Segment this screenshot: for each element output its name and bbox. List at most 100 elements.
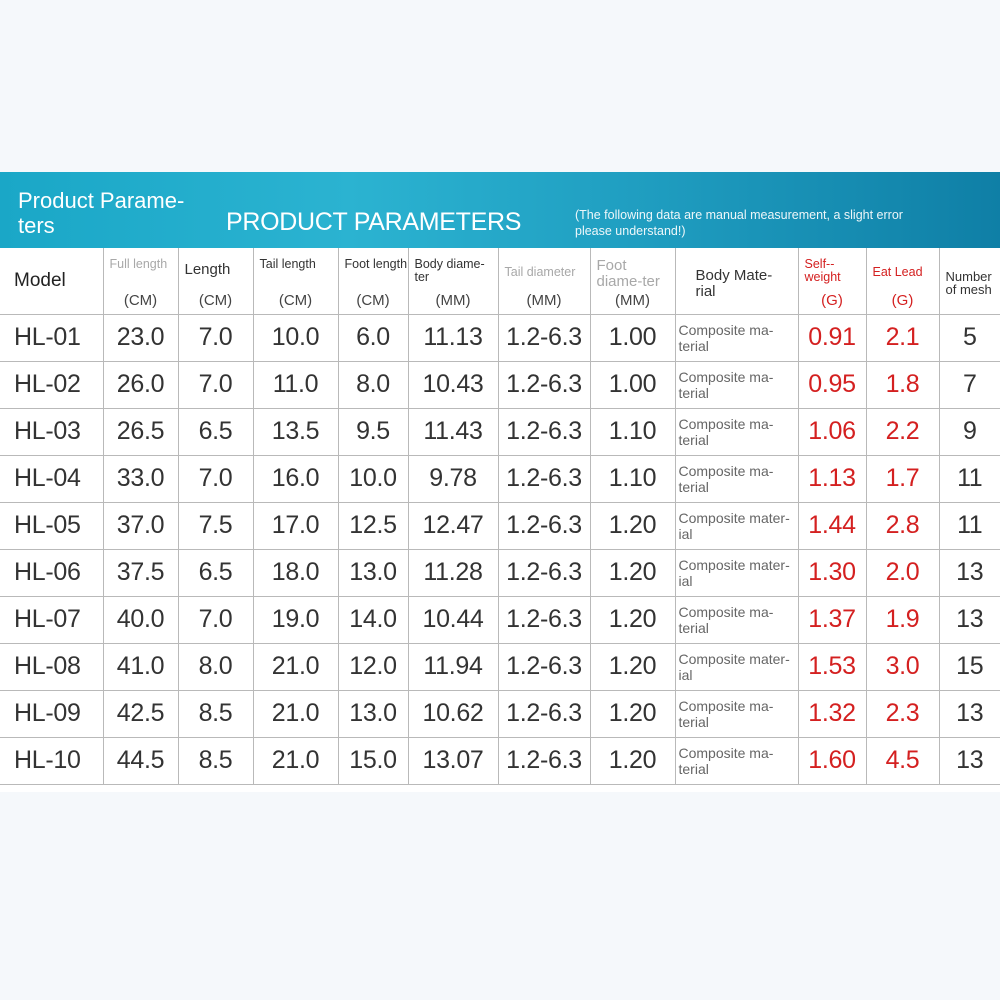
cell-foot-diameter: 1.20 (590, 690, 676, 738)
table-row: HL-05 37.0 7.5 17.0 12.5 12.47 1.2-6.3 1.20 Comp… (0, 502, 1000, 550)
header-full-length: Full length (CM) (103, 248, 179, 315)
cell-body-diameter: 11.13 (408, 314, 499, 362)
header-unit: (CM) (356, 291, 390, 309)
cell-tail-length: 21.0 (253, 737, 339, 785)
cell-length: 6.5 (178, 408, 254, 456)
cell-self-weight: 1.30 (798, 549, 867, 597)
cell-tail-length: 19.0 (253, 596, 339, 644)
cell-foot-length: 12.0 (338, 643, 409, 691)
cell-tail-length: 18.0 (253, 549, 339, 597)
header-body-diameter: Body diame-ter (MM) (408, 248, 499, 315)
cell-foot-length: 13.0 (338, 549, 409, 597)
header-label: Self--weight (804, 257, 841, 284)
cell-tail-length: 21.0 (253, 690, 339, 738)
cell-full-length: 37.0 (103, 502, 179, 550)
cell-tail-length: 13.5 (253, 408, 339, 456)
cell-self-weight: 1.60 (798, 737, 867, 785)
header-tail-length: Tail length (CM) (253, 248, 339, 315)
header-length: Length (CM) (178, 248, 254, 315)
cell-foot-diameter: 1.00 (590, 314, 676, 362)
table-row: HL-08 41.0 8.0 21.0 12.0 11.94 1.2-6.3 1.20 Comp… (0, 643, 1000, 691)
cell-length: 8.5 (178, 690, 254, 738)
cell-body-material: Composite mater-ial (675, 502, 799, 550)
cell-tail-diameter: 1.2-6.3 (498, 502, 591, 550)
table-row: HL-01 23.0 7.0 10.0 6.0 11.13 1.2-6.3 1.00 Compo… (0, 314, 1000, 362)
header-label: Number of mesh (945, 269, 992, 297)
cell-foot-diameter: 1.20 (590, 737, 676, 785)
cell-body-diameter: 10.43 (408, 361, 499, 409)
header-label: Body Mate-rial (695, 267, 773, 300)
cell-tail-diameter: 1.2-6.3 (498, 549, 591, 597)
cell-body-diameter: 10.44 (408, 596, 499, 644)
banner-title-line1: Product Parame- (18, 188, 185, 213)
cell-body-material: Composite mater-ial (675, 549, 799, 597)
cell-tail-length: 10.0 (253, 314, 339, 362)
cell-number-of-mesh: 15 (939, 643, 1000, 691)
cell-foot-diameter: 1.20 (590, 643, 676, 691)
banner-note-line2: please understand!) (575, 224, 686, 238)
cell-length: 6.5 (178, 549, 254, 597)
cell-full-length: 42.5 (103, 690, 179, 738)
cell-body-diameter: 11.43 (408, 408, 499, 456)
cell-full-length: 41.0 (103, 643, 179, 691)
header-label: Tail length (259, 257, 316, 271)
cell-eat-lead: 2.0 (866, 549, 940, 597)
cell-model: HL-08 (0, 643, 104, 691)
cell-eat-lead: 3.0 (866, 643, 940, 691)
cell-length: 8.5 (178, 737, 254, 785)
cell-number-of-mesh: 13 (939, 596, 1000, 644)
cell-foot-diameter: 1.10 (590, 455, 676, 503)
cell-tail-diameter: 1.2-6.3 (498, 314, 591, 362)
header-row: Model Full length (CM) Length (CM) Tail … (0, 248, 1000, 315)
cell-model: HL-01 (0, 314, 104, 362)
cell-tail-length: 16.0 (253, 455, 339, 503)
header-unit: (CM) (278, 291, 313, 309)
cell-tail-diameter: 1.2-6.3 (498, 361, 591, 409)
cell-number-of-mesh: 9 (939, 408, 1000, 456)
cell-length: 7.0 (178, 455, 254, 503)
table-row: HL-07 40.0 7.0 19.0 14.0 10.44 1.2-6.3 1.20 Comp… (0, 596, 1000, 644)
cell-model: HL-07 (0, 596, 104, 644)
cell-self-weight: 0.95 (798, 361, 867, 409)
table-body: HL-01 23.0 7.0 10.0 6.0 11.13 1.2-6.3 1.00 Compo… (0, 314, 1000, 785)
cell-model: HL-10 (0, 737, 104, 785)
cell-foot-length: 14.0 (338, 596, 409, 644)
cell-number-of-mesh: 13 (939, 737, 1000, 785)
cell-model: HL-03 (0, 408, 104, 456)
cell-eat-lead: 2.2 (866, 408, 940, 456)
cell-model: HL-09 (0, 690, 104, 738)
cell-eat-lead: 1.9 (866, 596, 940, 644)
cell-tail-diameter: 1.2-6.3 (498, 455, 591, 503)
cell-body-diameter: 10.62 (408, 690, 499, 738)
cell-number-of-mesh: 13 (939, 690, 1000, 738)
cell-full-length: 40.0 (103, 596, 179, 644)
header-body-material: Body Mate-rial (675, 248, 799, 315)
parameters-table: Model Full length (CM) Length (CM) Tail … (0, 248, 1000, 785)
header-model: Model (0, 248, 104, 315)
cell-self-weight: 1.37 (798, 596, 867, 644)
cell-body-material: Composite ma-terial (675, 737, 799, 785)
cell-model: HL-02 (0, 361, 104, 409)
cell-full-length: 33.0 (103, 455, 179, 503)
cell-foot-diameter: 1.00 (590, 361, 676, 409)
cell-body-material: Composite ma-terial (675, 314, 799, 362)
cell-foot-length: 13.0 (338, 690, 409, 738)
cell-eat-lead: 2.3 (866, 690, 940, 738)
cell-self-weight: 1.44 (798, 502, 867, 550)
title-banner: Product Parame- ters PRODUCT PARAMETERS … (0, 172, 1000, 248)
cell-eat-lead: 2.1 (866, 314, 940, 362)
header-unit: (CM) (198, 291, 233, 309)
cell-number-of-mesh: 11 (939, 502, 1000, 550)
table-row: HL-10 44.5 8.5 21.0 15.0 13.07 1.2-6.3 1.20 Comp… (0, 737, 1000, 785)
cell-body-material: Composite ma-terial (675, 361, 799, 409)
cell-full-length: 44.5 (103, 737, 179, 785)
header-label: Foot diame-ter (596, 257, 660, 290)
cell-foot-length: 9.5 (338, 408, 409, 456)
table-row: HL-09 42.5 8.5 21.0 13.0 10.62 1.2-6.3 1.20 Comp… (0, 690, 1000, 738)
header-unit: (G) (891, 291, 914, 309)
cell-foot-length: 10.0 (338, 455, 409, 503)
header-eat-lead: Eat Lead (G) (866, 248, 940, 315)
cell-foot-diameter: 1.20 (590, 502, 676, 550)
cell-self-weight: 0.91 (798, 314, 867, 362)
cell-model: HL-04 (0, 455, 104, 503)
